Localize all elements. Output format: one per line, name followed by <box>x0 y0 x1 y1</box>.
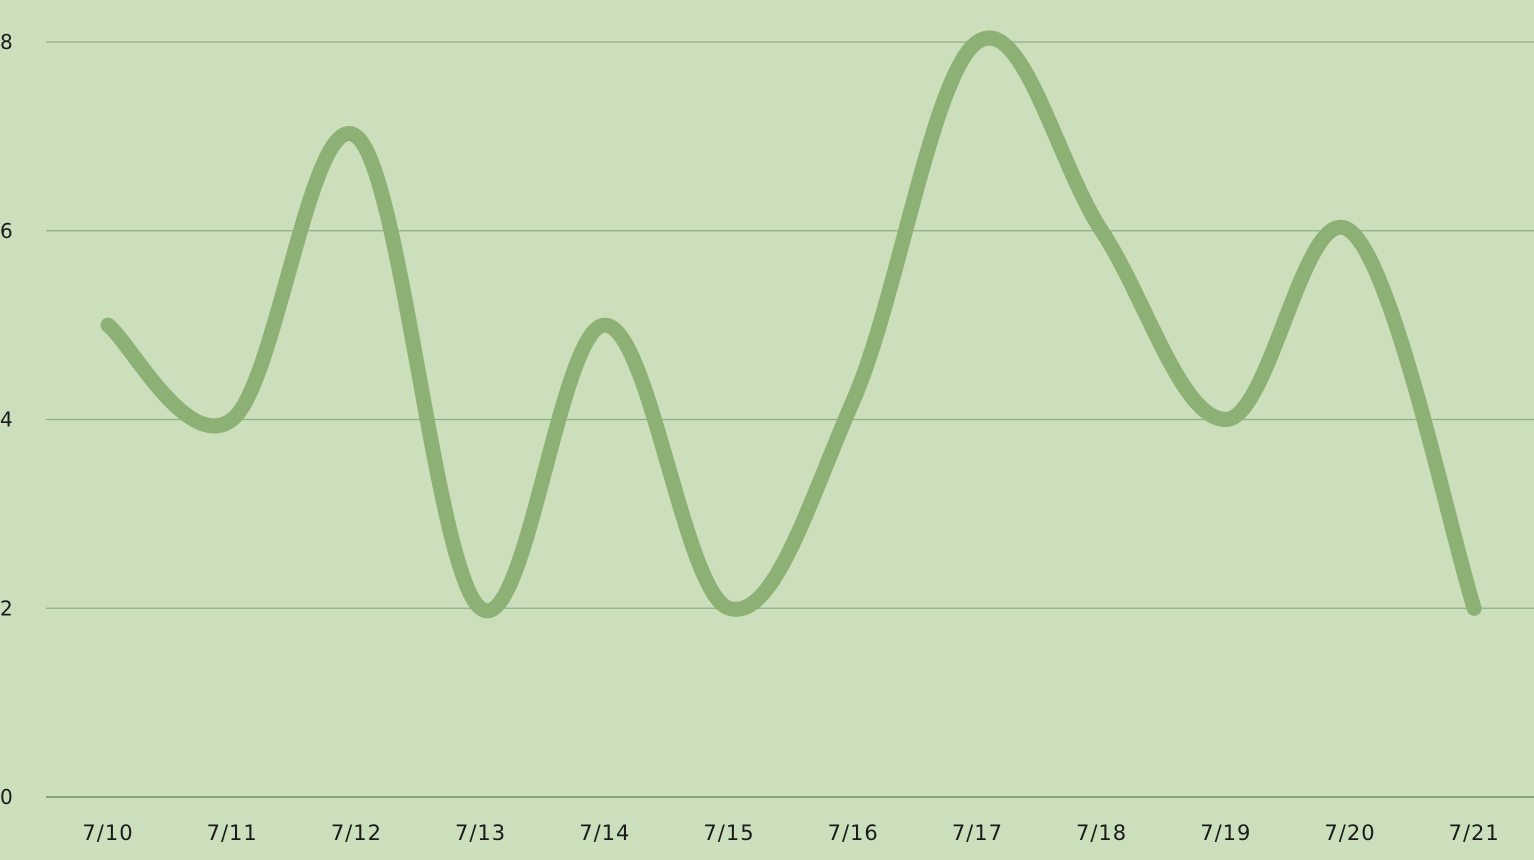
x-tick-label-7-17: 7/17 <box>952 821 1003 845</box>
x-axis-tick-labels: 7/10 7/11 7/12 7/13 7/14 7/15 7/16 7/17 7/18 7/19… <box>82 821 1500 845</box>
x-tick-label-7-12: 7/12 <box>331 821 382 845</box>
y-tick-label-4: 4 <box>0 408 13 432</box>
x-tick-label-7-10: 7/10 <box>82 821 133 845</box>
y-tick-label-6: 6 <box>0 219 13 243</box>
x-tick-label-7-21: 7/21 <box>1449 821 1500 845</box>
x-tick-label-7-20: 7/20 <box>1324 821 1375 845</box>
x-tick-label-7-18: 7/18 <box>1076 821 1127 845</box>
x-tick-label-7-14: 7/14 <box>579 821 630 845</box>
x-tick-label-7-11: 7/11 <box>207 821 258 845</box>
x-tick-label-7-16: 7/16 <box>828 821 879 845</box>
x-tick-label-7-19: 7/19 <box>1200 821 1251 845</box>
x-tick-label-7-15: 7/15 <box>703 821 754 845</box>
y-tick-label-2: 2 <box>0 596 13 620</box>
y-tick-label-0: 0 <box>0 785 13 809</box>
series-layer <box>100 30 1482 619</box>
series-line-0 <box>100 30 1482 619</box>
y-tick-label-8: 8 <box>0 30 13 54</box>
x-tick-label-7-13: 7/13 <box>455 821 506 845</box>
y-axis-tick-labels: 0 2 4 6 8 <box>0 30 13 809</box>
